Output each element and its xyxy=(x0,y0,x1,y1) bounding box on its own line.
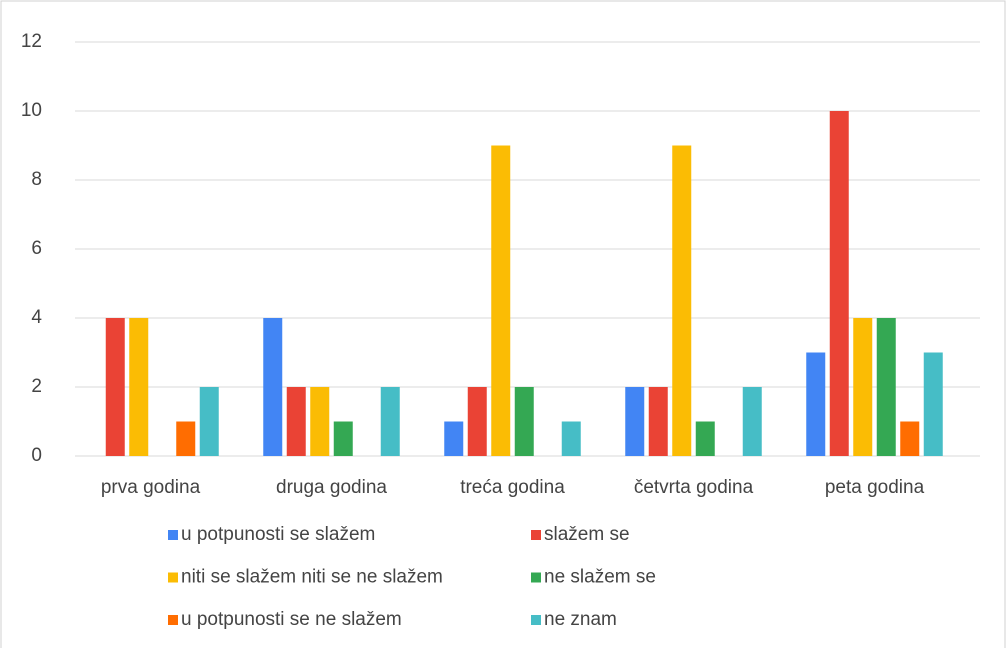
bar xyxy=(695,421,715,456)
legend-swatch xyxy=(168,572,178,583)
bar xyxy=(900,421,920,456)
legend-label: u potpunosti se slažem xyxy=(181,524,375,545)
bar xyxy=(467,387,487,456)
y-tick-label: 10 xyxy=(21,100,42,121)
legend-label: niti se slažem niti se ne slažem xyxy=(181,567,443,588)
legend-swatch xyxy=(531,530,541,540)
bar xyxy=(444,421,464,456)
legend-swatch xyxy=(531,572,541,583)
bar xyxy=(829,111,849,456)
bar xyxy=(625,387,645,456)
x-tick-label: prva godina xyxy=(101,477,201,498)
bar xyxy=(491,145,511,456)
bar xyxy=(380,387,400,456)
legend-swatch xyxy=(168,530,178,540)
bar xyxy=(176,421,196,456)
y-tick-label: 2 xyxy=(31,376,42,397)
y-tick-label: 8 xyxy=(31,169,42,190)
bar xyxy=(310,387,330,456)
bar xyxy=(286,387,306,456)
legend-label: ne znam xyxy=(544,609,617,630)
y-tick-label: 12 xyxy=(21,31,42,52)
bar xyxy=(876,318,896,456)
x-tick-label: treća godina xyxy=(460,477,565,498)
legend-swatch xyxy=(168,615,178,625)
bar xyxy=(105,318,125,456)
bar xyxy=(561,421,581,456)
legend-swatch xyxy=(531,615,541,625)
x-tick-label: druga godina xyxy=(276,477,387,498)
legend-label: u potpunosti se ne slažem xyxy=(181,609,402,630)
bar xyxy=(806,352,826,456)
x-tick-label: četvrta godina xyxy=(634,477,754,498)
bar xyxy=(923,352,943,456)
y-tick-label: 6 xyxy=(31,238,42,259)
bar xyxy=(263,318,283,456)
bar xyxy=(333,421,353,456)
legend-label: ne slažem se xyxy=(544,567,656,588)
x-tick-label: peta godina xyxy=(825,477,925,498)
bar xyxy=(129,318,149,456)
y-tick-label: 4 xyxy=(31,307,42,328)
bar xyxy=(648,387,668,456)
bar xyxy=(672,145,692,456)
bar xyxy=(199,387,219,456)
y-tick-label: 0 xyxy=(31,445,42,466)
legend-label: slažem se xyxy=(544,524,630,545)
bar xyxy=(514,387,534,456)
bar xyxy=(742,387,762,456)
bar xyxy=(853,318,873,456)
